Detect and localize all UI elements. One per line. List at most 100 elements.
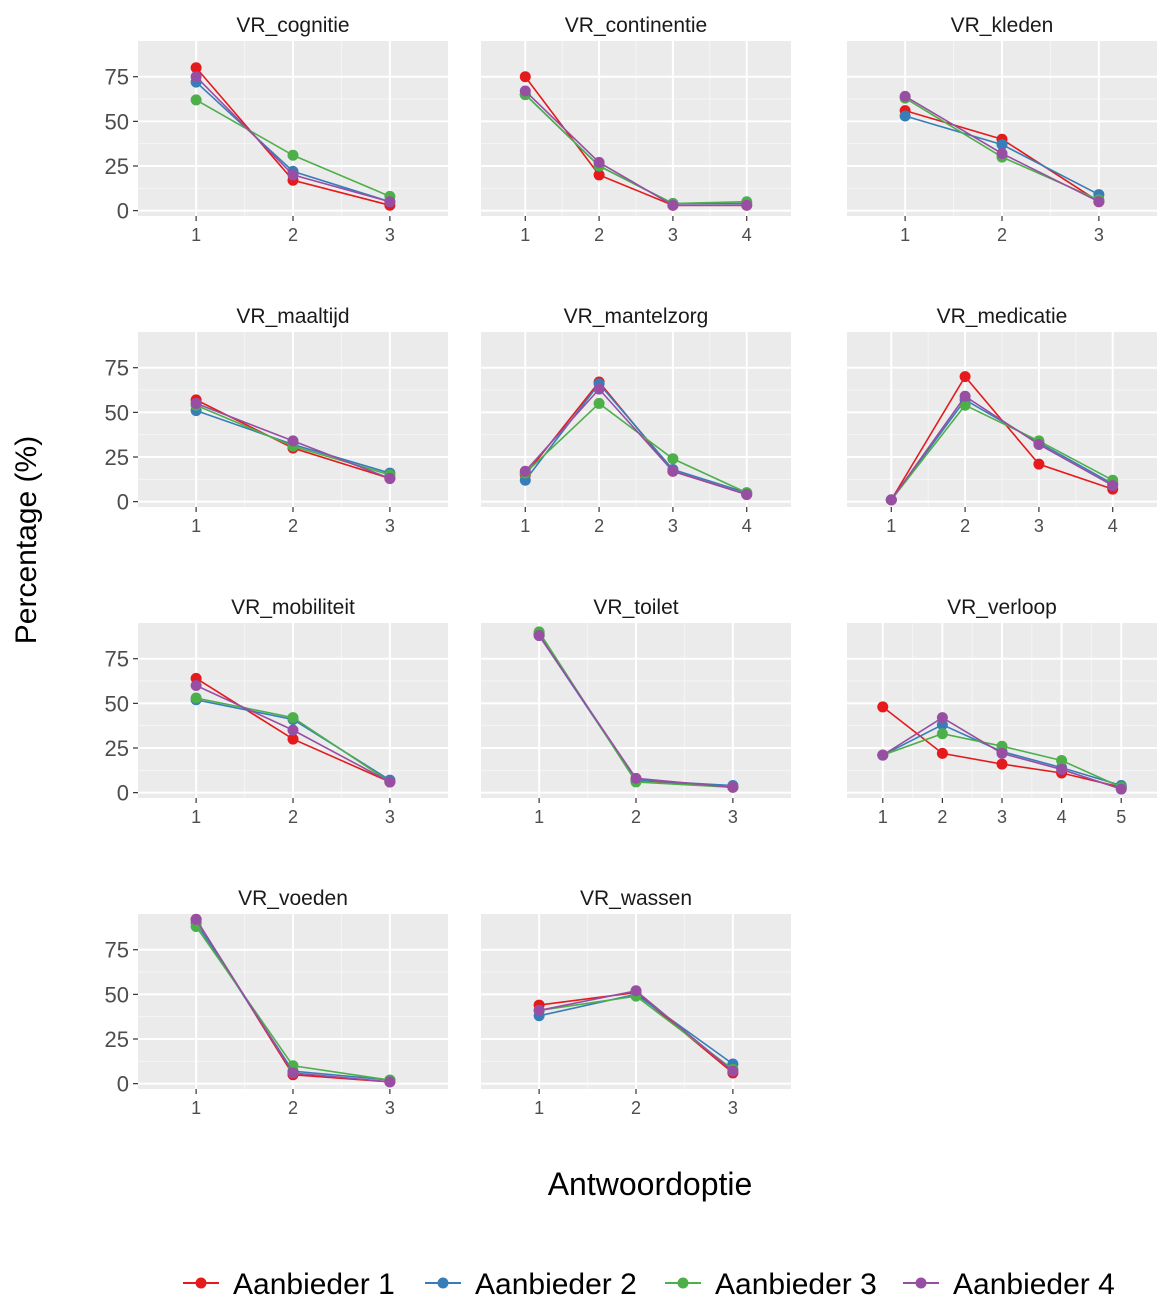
x-tick-label: 2 [594,516,604,536]
data-point [667,199,679,211]
data-point [287,149,299,161]
data-point [936,747,948,759]
panel-vr-kleden: VR_kleden 1 2 3 [847,14,1157,245]
x-tick-label: 2 [594,225,604,245]
data-point [1056,755,1068,766]
data-point [519,465,531,477]
y-tick-label: 25 [105,1027,129,1052]
legend-key-point [915,1277,927,1289]
series-aanbieder-4 [519,85,753,211]
series-line [524,90,747,207]
x-tick-label: 3 [997,807,1007,827]
data-point [593,383,605,395]
x-tick-label: 1 [520,516,530,536]
x-tick-label: 1 [886,516,896,536]
panel-vr-medicatie: VR_medicatie 1 2 3 4 [847,305,1157,536]
data-point [667,453,679,465]
data-point [741,489,753,500]
legend: Aanbieder 1 Aanbieder 2 Aanbieder 3 Aanbied… [183,1268,1115,1301]
data-point [727,1065,739,1077]
data-point [1033,458,1045,470]
data-point [519,71,531,83]
series-line [524,387,747,496]
data-point [533,630,545,641]
panel-vr-wassen: VR_wassen 1 2 3 [481,887,791,1118]
data-point [996,747,1008,759]
legend-key-point [195,1277,207,1289]
y-tick-label: 50 [105,691,129,716]
x-tick-label: 3 [728,807,738,827]
y-axis-title: Percentage (%) [10,436,43,644]
legend-label: Aanbieder 4 [953,1268,1115,1301]
y-tick-label: 75 [105,938,129,963]
x-tick-label: 3 [385,1098,395,1118]
data-point [384,196,396,208]
data-point [630,985,642,997]
data-point [727,781,739,793]
panel-title: VR_toilet [593,596,678,619]
x-tick-label: 2 [288,1098,298,1118]
data-point [384,1076,396,1088]
x-tick-label: 1 [191,807,201,827]
series-aanbieder-4 [533,985,739,1077]
data-point [533,1004,545,1016]
panel-vr-cognitie: VR_cognitie 0 25 50 75 1 2 3 [105,14,448,245]
panel-vr-voeden: VR_voeden 0 25 50 75 1 2 3 [105,887,448,1118]
series-aanbieder-2 [899,110,1105,201]
x-tick-label: 3 [1034,516,1044,536]
x-tick-label: 2 [937,807,947,827]
legend-label: Aanbieder 3 [715,1268,877,1301]
data-point [190,692,202,704]
panel-title: VR_maaltijd [236,305,349,328]
y-tick-label: 75 [105,356,129,381]
legend-item-aanbieder-3: Aanbieder 3 [665,1268,877,1301]
panel-title: VR_mantelzorg [564,305,709,328]
x-tick-label: 2 [997,225,1007,245]
y-tick-label: 0 [117,1072,129,1097]
x-tick-label: 5 [1116,807,1126,827]
data-point [1115,783,1127,795]
data-point [1033,439,1045,450]
x-tick-label: 4 [742,225,752,245]
x-axis-title: Antwoordoptie [548,1166,753,1202]
panel-vr-mobiliteit: VR_mobiliteit 0 25 50 75 1 2 3 [105,596,448,827]
data-point [593,169,605,181]
data-point [519,85,531,97]
data-point [959,371,971,383]
x-tick-label: 4 [742,516,752,536]
series-line [524,382,747,494]
panel-vr-verloop: VR_verloop 1 2 3 4 5 [847,596,1157,827]
y-tick-label: 0 [117,490,129,515]
x-tick-label: 3 [668,225,678,245]
panel-title: VR_voeden [238,887,348,910]
legend-item-aanbieder-4: Aanbieder 4 [903,1268,1115,1301]
x-tick-label: 3 [385,225,395,245]
y-tick-label: 0 [117,781,129,806]
data-point [287,733,299,745]
data-point [190,62,202,74]
series-aanbieder-4 [899,90,1105,208]
panel-title: VR_continentie [565,14,707,37]
y-tick-label: 50 [105,109,129,134]
series-aanbieder-4 [190,913,396,1088]
x-tick-label: 2 [960,516,970,536]
x-tick-label: 2 [288,225,298,245]
data-point [936,712,948,724]
y-tick-label: 75 [105,647,129,672]
data-point [1093,196,1105,208]
panel-title: VR_medicatie [937,305,1068,328]
y-tick-label: 75 [105,65,129,90]
panel-vr-maaltijd: VR_maaltijd 0 25 50 75 1 2 3 [105,305,448,536]
data-point [287,1067,299,1079]
y-tick-label: 25 [105,154,129,179]
data-point [287,724,299,736]
legend-key-point [677,1277,689,1289]
data-point [899,90,911,102]
series-aanbieder-4 [190,71,396,208]
panel-vr-toilet: VR_toilet 1 2 3 [481,596,791,827]
data-point [190,680,202,691]
data-point [899,110,911,122]
x-tick-label: 4 [1057,807,1067,827]
legend-item-aanbieder-2: Aanbieder 2 [425,1268,637,1301]
